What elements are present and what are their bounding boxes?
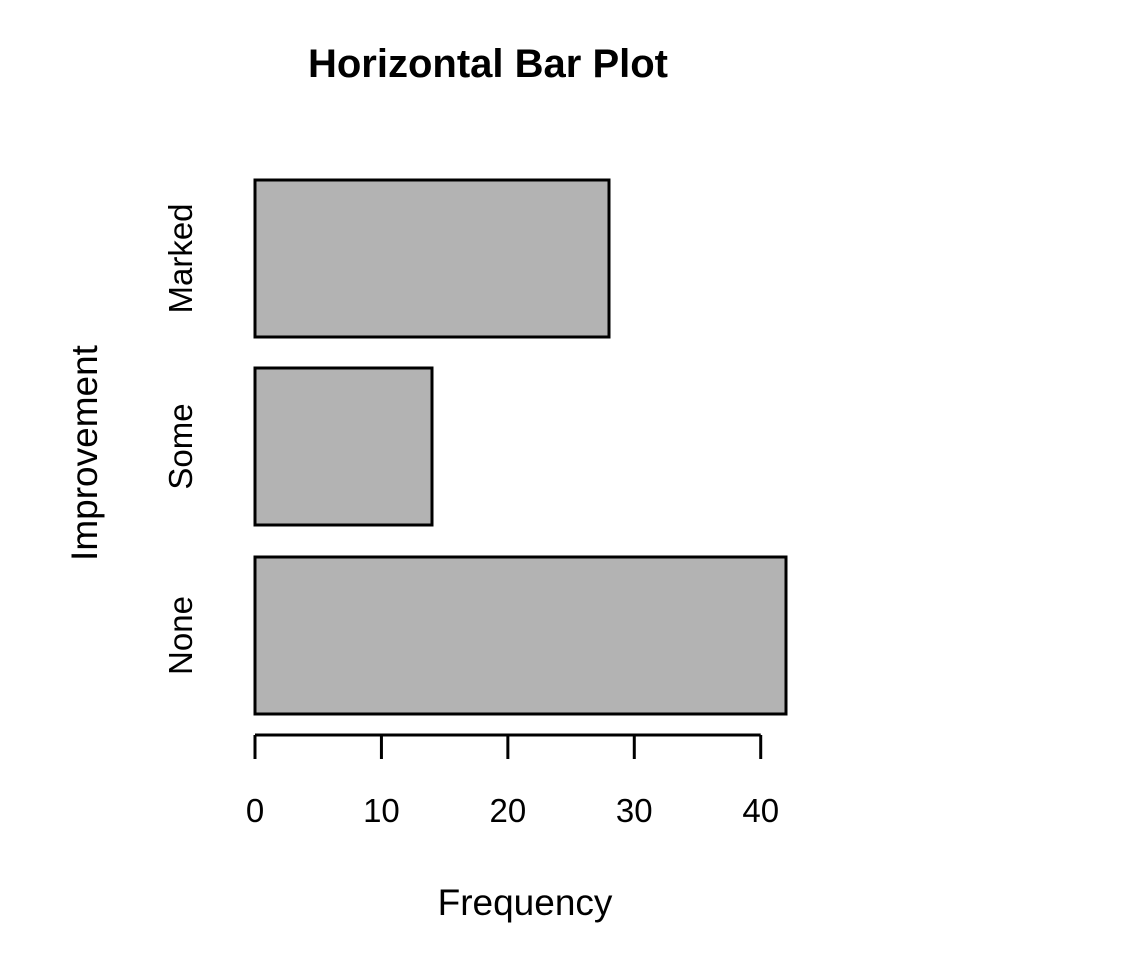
category-labels: None Some Marked — [162, 203, 199, 674]
chart-title: Horizontal Bar Plot — [308, 42, 668, 86]
x-tick-label-10: 10 — [363, 792, 400, 829]
category-label-some: Some — [162, 403, 199, 489]
category-label-none: None — [162, 596, 199, 675]
category-label-marked: Marked — [162, 203, 199, 313]
bar-none — [253, 555, 788, 716]
x-tick-label-40: 40 — [742, 792, 779, 829]
x-tick-label-0: 0 — [246, 792, 264, 829]
x-axis-label: Frequency — [438, 882, 613, 923]
x-tick-label-30: 30 — [616, 792, 653, 829]
y-axis-label: Improvement — [64, 344, 105, 561]
x-tick-label-20: 20 — [489, 792, 526, 829]
bar-some — [253, 366, 434, 527]
x-axis: 0 10 20 30 40 — [246, 733, 779, 829]
bars — [253, 178, 788, 716]
bar-marked — [253, 178, 611, 339]
